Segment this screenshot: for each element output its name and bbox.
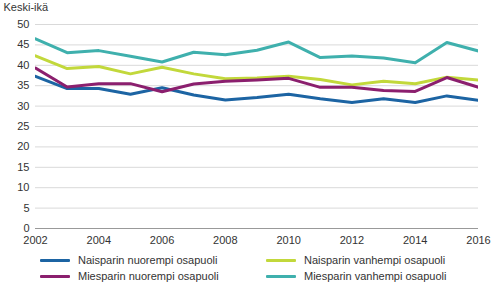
svg-text:45: 45 [17,38,29,50]
svg-text:2002: 2002 [23,234,47,246]
svg-text:35: 35 [17,79,29,91]
svg-text:15: 15 [17,161,29,173]
html-text:Miesparin vanhempi osapuoli: Miesparin vanhempi osapuoli [304,270,447,282]
svg-text:2012: 2012 [340,234,364,246]
svg-text:2010: 2010 [276,234,300,246]
svg-text:20: 20 [17,140,29,152]
svg-text:2016: 2016 [466,234,490,246]
svg-text:50: 50 [17,18,29,30]
svg-text:Keski-ikä: Keski-ikä [4,1,50,13]
svg-text:10: 10 [17,181,29,193]
html-text:Naisparin nuorempi osapuoli: Naisparin nuorempi osapuoli [78,254,218,266]
html-text:Naisparin vanhempi osapuoli: Naisparin vanhempi osapuoli [304,254,446,266]
svg-text:5: 5 [23,202,29,214]
svg-text:2006: 2006 [150,234,174,246]
svg-text:40: 40 [17,59,29,71]
svg-text:25: 25 [17,120,29,132]
html-text:Miesparin nuorempi osapuoli: Miesparin nuorempi osapuoli [78,270,219,282]
svg-text:2008: 2008 [213,234,237,246]
svg-text:2014: 2014 [403,234,427,246]
svg-text:0: 0 [23,222,29,234]
svg-text:2004: 2004 [87,234,111,246]
svg-text:30: 30 [17,100,29,112]
